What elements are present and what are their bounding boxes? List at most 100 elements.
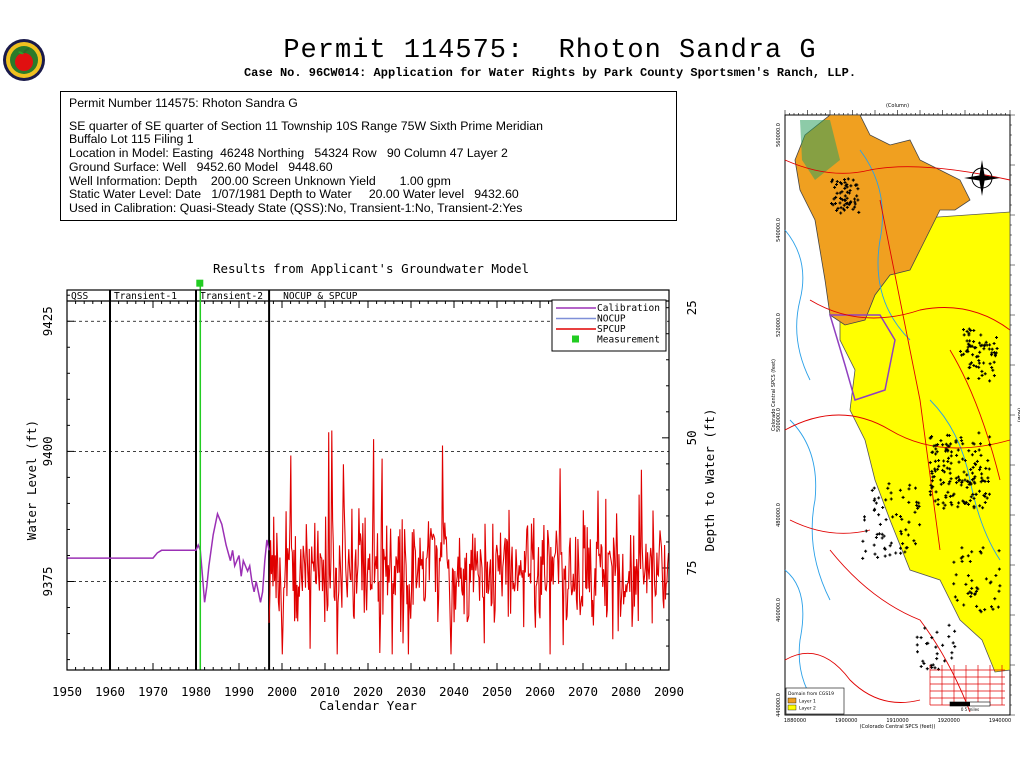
x-axis-label: Calendar Year [319,698,417,713]
map-well-marker [899,551,903,555]
map-well-marker [853,205,857,209]
map-well-marker [864,549,868,553]
map-easting-tick: 1900000 [835,718,857,724]
x-tick-label: 2090 [654,684,684,699]
permit-number: Permit Number 114575: Rhoton Sandra G [69,96,298,110]
map-well-marker [983,343,987,347]
map-well-marker [876,555,880,559]
map-well-marker [967,327,971,331]
map-well-marker [844,202,848,206]
map-well-marker [960,439,964,443]
map-well-marker [872,543,876,547]
map-well-marker [981,478,985,482]
map-well-marker [959,436,963,439]
map-well-marker [901,542,905,546]
map-well-marker [915,635,919,639]
x-tick-label: 1960 [95,684,125,699]
map-well-marker [973,592,977,596]
map-well-marker [934,452,938,456]
x-tick-label: 2060 [525,684,555,699]
map-well-marker [970,591,974,595]
map-well-marker [959,349,962,353]
map-well-marker [977,448,981,452]
map-well-marker [974,365,978,369]
subdivision: Buffalo Lot 115 Filing 1 [69,132,194,147]
map-well-marker [936,498,940,502]
map-well-marker [949,477,953,481]
map-well-marker [887,482,891,486]
map-well-marker [978,468,982,472]
map-well-marker [899,546,902,550]
map-well-marker [959,556,963,560]
map-well-marker [963,478,967,482]
map-well-marker [949,501,953,504]
map-well-marker [995,336,998,339]
map-well-marker [994,351,998,355]
map-row-label: (Row) [1016,408,1020,422]
map-well-marker [966,592,970,595]
map-well-marker [996,605,1000,609]
map-well-marker [984,577,988,581]
map-well-marker [941,501,945,505]
map-well-marker [961,442,965,446]
map-well-marker [930,666,934,669]
map-well-marker [904,528,908,532]
map-well-marker [988,443,992,447]
map-well-marker [842,207,845,211]
page-subtitle: Case No. 96CW014: Application for Water … [243,66,857,80]
map-well-marker [983,494,987,498]
map-well-marker [957,501,961,505]
map-well-marker [959,483,963,487]
map-well-marker [946,444,950,448]
map-well-marker [836,206,840,210]
period-label: NOCUP & SPCUP [283,291,358,302]
well-information: Well Information: Depth 200.00 Screen Un… [69,173,451,188]
y-tick-label: 9375 [40,566,55,596]
map-well-marker [831,203,835,207]
static-water-level: Static Water Level: Date 1/07/1981 Depth… [69,187,519,202]
map-well-marker [987,467,991,471]
y2-tick-label: 50 [684,430,699,445]
map-well-marker [851,207,855,211]
map-well-marker [983,608,987,612]
legend-swatch [572,335,579,343]
y2-axis-label: Depth to Water (ft) [702,409,717,552]
map-well-marker [931,475,935,479]
map-well-marker [947,456,950,460]
map-well-marker [934,443,938,447]
map-road [789,519,871,534]
map-well-marker [993,353,997,357]
map-well-marker [846,177,850,181]
x-tick-label: 1980 [181,684,211,699]
map-well-marker [962,470,966,474]
map-well-marker [949,461,953,465]
map-well-marker [921,659,925,663]
model-domain-map: (Column) (Row) 560000.0 540000.0 520000.0 500… [771,103,1020,730]
map-well-marker [973,450,977,453]
map-well-marker [853,197,857,201]
map-well-marker [953,595,957,599]
legend-box [551,299,667,352]
map-well-marker [935,450,939,454]
map-road [949,349,1001,481]
map-well-marker [966,376,970,380]
map-well-marker [840,190,844,194]
map-well-marker [847,191,851,195]
map-legend-title: Domain from CGS19 [788,691,834,697]
map-well-marker [864,529,868,533]
map-well-marker [970,550,974,554]
map-well-marker [845,185,849,189]
map-well-marker [942,470,946,474]
map-well-marker [884,518,888,522]
map-well-marker [847,203,851,207]
map-well-marker [935,630,939,634]
map-well-marker [964,582,968,586]
map-well-marker [900,517,904,521]
map-well-marker [990,347,994,351]
map-well-marker [880,532,884,536]
map-well-marker [843,178,846,182]
map-legend-swatch [787,704,797,711]
map-well-marker [952,560,956,564]
map-well-marker [978,608,982,612]
x-tick-label: 2030 [396,684,426,699]
